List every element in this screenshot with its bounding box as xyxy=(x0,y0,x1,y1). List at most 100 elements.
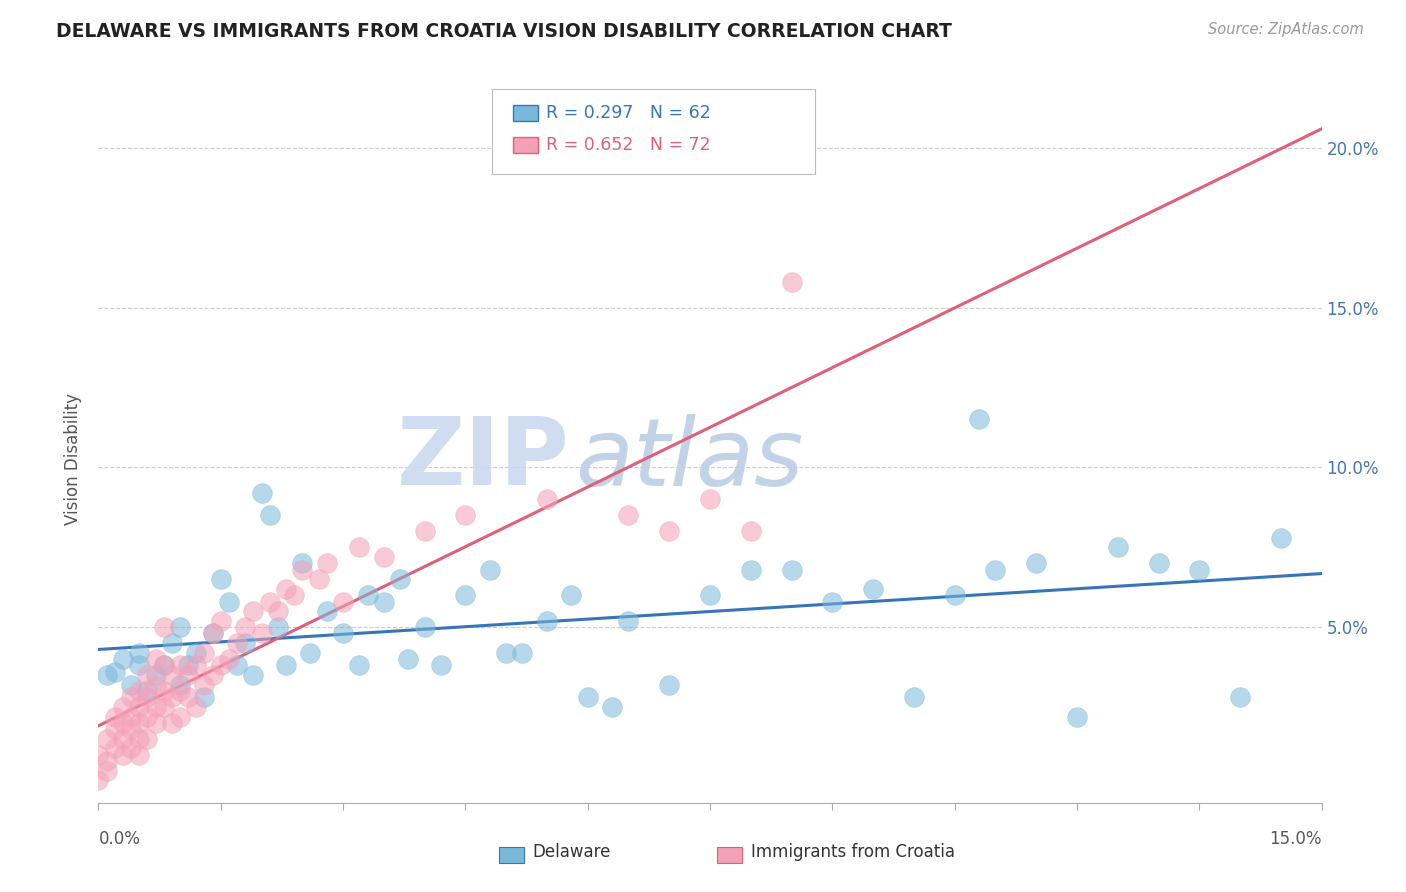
Point xyxy=(1270,531,1292,545)
Point xyxy=(104,741,127,756)
Text: ZIP: ZIP xyxy=(396,413,569,506)
Point xyxy=(250,486,273,500)
Point xyxy=(145,700,167,714)
Point xyxy=(259,594,281,608)
Point xyxy=(512,646,534,660)
Point xyxy=(780,563,803,577)
Point xyxy=(536,492,558,507)
Point xyxy=(128,715,150,730)
Point xyxy=(136,684,159,698)
Point xyxy=(283,588,305,602)
Point xyxy=(332,594,354,608)
Text: Source: ZipAtlas.com: Source: ZipAtlas.com xyxy=(1208,22,1364,37)
Point xyxy=(536,614,558,628)
Point xyxy=(96,754,118,768)
Point xyxy=(396,652,419,666)
Point xyxy=(1147,556,1170,570)
Point xyxy=(617,614,640,628)
Point xyxy=(413,620,436,634)
Point xyxy=(201,668,224,682)
Point xyxy=(145,715,167,730)
Text: R = 0.652   N = 72: R = 0.652 N = 72 xyxy=(546,136,710,154)
Point xyxy=(145,677,167,691)
Point xyxy=(299,646,322,660)
Point xyxy=(315,556,337,570)
Point xyxy=(177,690,200,705)
Point xyxy=(177,658,200,673)
Point xyxy=(96,668,118,682)
Point xyxy=(136,709,159,723)
Point xyxy=(267,620,290,634)
Point xyxy=(169,684,191,698)
Point xyxy=(821,594,844,608)
Point xyxy=(128,747,150,762)
Y-axis label: Vision Disability: Vision Disability xyxy=(65,393,83,525)
Point xyxy=(226,636,249,650)
Point xyxy=(136,731,159,746)
Point xyxy=(128,658,150,673)
Point xyxy=(1025,556,1047,570)
Point xyxy=(699,492,721,507)
Point xyxy=(1188,563,1211,577)
Point xyxy=(104,665,127,679)
Point xyxy=(389,572,412,586)
Point xyxy=(201,626,224,640)
Point xyxy=(356,588,378,602)
Point xyxy=(120,690,142,705)
Text: Immigrants from Croatia: Immigrants from Croatia xyxy=(751,843,955,861)
Point xyxy=(274,658,297,673)
Point xyxy=(430,658,453,673)
Point xyxy=(209,658,232,673)
Point xyxy=(1229,690,1251,705)
Text: 15.0%: 15.0% xyxy=(1270,830,1322,848)
Point xyxy=(111,700,134,714)
Point xyxy=(576,690,599,705)
Point xyxy=(152,620,174,634)
Point xyxy=(120,741,142,756)
Point xyxy=(169,677,191,691)
Point xyxy=(152,700,174,714)
Point xyxy=(349,540,371,554)
Point xyxy=(454,588,477,602)
Point xyxy=(120,677,142,691)
Point xyxy=(169,620,191,634)
Point xyxy=(128,646,150,660)
Point xyxy=(87,773,110,788)
Point xyxy=(186,646,208,660)
Point xyxy=(160,715,183,730)
Text: Delaware: Delaware xyxy=(533,843,612,861)
Point xyxy=(373,549,395,564)
Point xyxy=(120,709,142,723)
Point xyxy=(111,652,134,666)
Point xyxy=(349,658,371,673)
Point xyxy=(740,563,762,577)
Point xyxy=(250,626,273,640)
Point xyxy=(242,668,264,682)
Point xyxy=(87,747,110,762)
Point xyxy=(308,572,330,586)
Point xyxy=(111,747,134,762)
Point xyxy=(984,563,1007,577)
Point xyxy=(104,723,127,737)
Point xyxy=(128,684,150,698)
Point xyxy=(104,709,127,723)
Text: R = 0.297   N = 62: R = 0.297 N = 62 xyxy=(546,104,710,122)
Point xyxy=(218,652,240,666)
Point xyxy=(218,594,240,608)
Text: atlas: atlas xyxy=(575,414,804,505)
Point xyxy=(136,668,159,682)
Point xyxy=(903,690,925,705)
Point xyxy=(193,690,215,705)
Point xyxy=(332,626,354,640)
Point xyxy=(658,677,681,691)
Point xyxy=(136,690,159,705)
Point xyxy=(169,709,191,723)
Point xyxy=(315,604,337,618)
Point xyxy=(152,658,174,673)
Point xyxy=(267,604,290,618)
Point xyxy=(96,731,118,746)
Point xyxy=(128,700,150,714)
Point xyxy=(413,524,436,539)
Point xyxy=(495,646,517,660)
Point xyxy=(201,626,224,640)
